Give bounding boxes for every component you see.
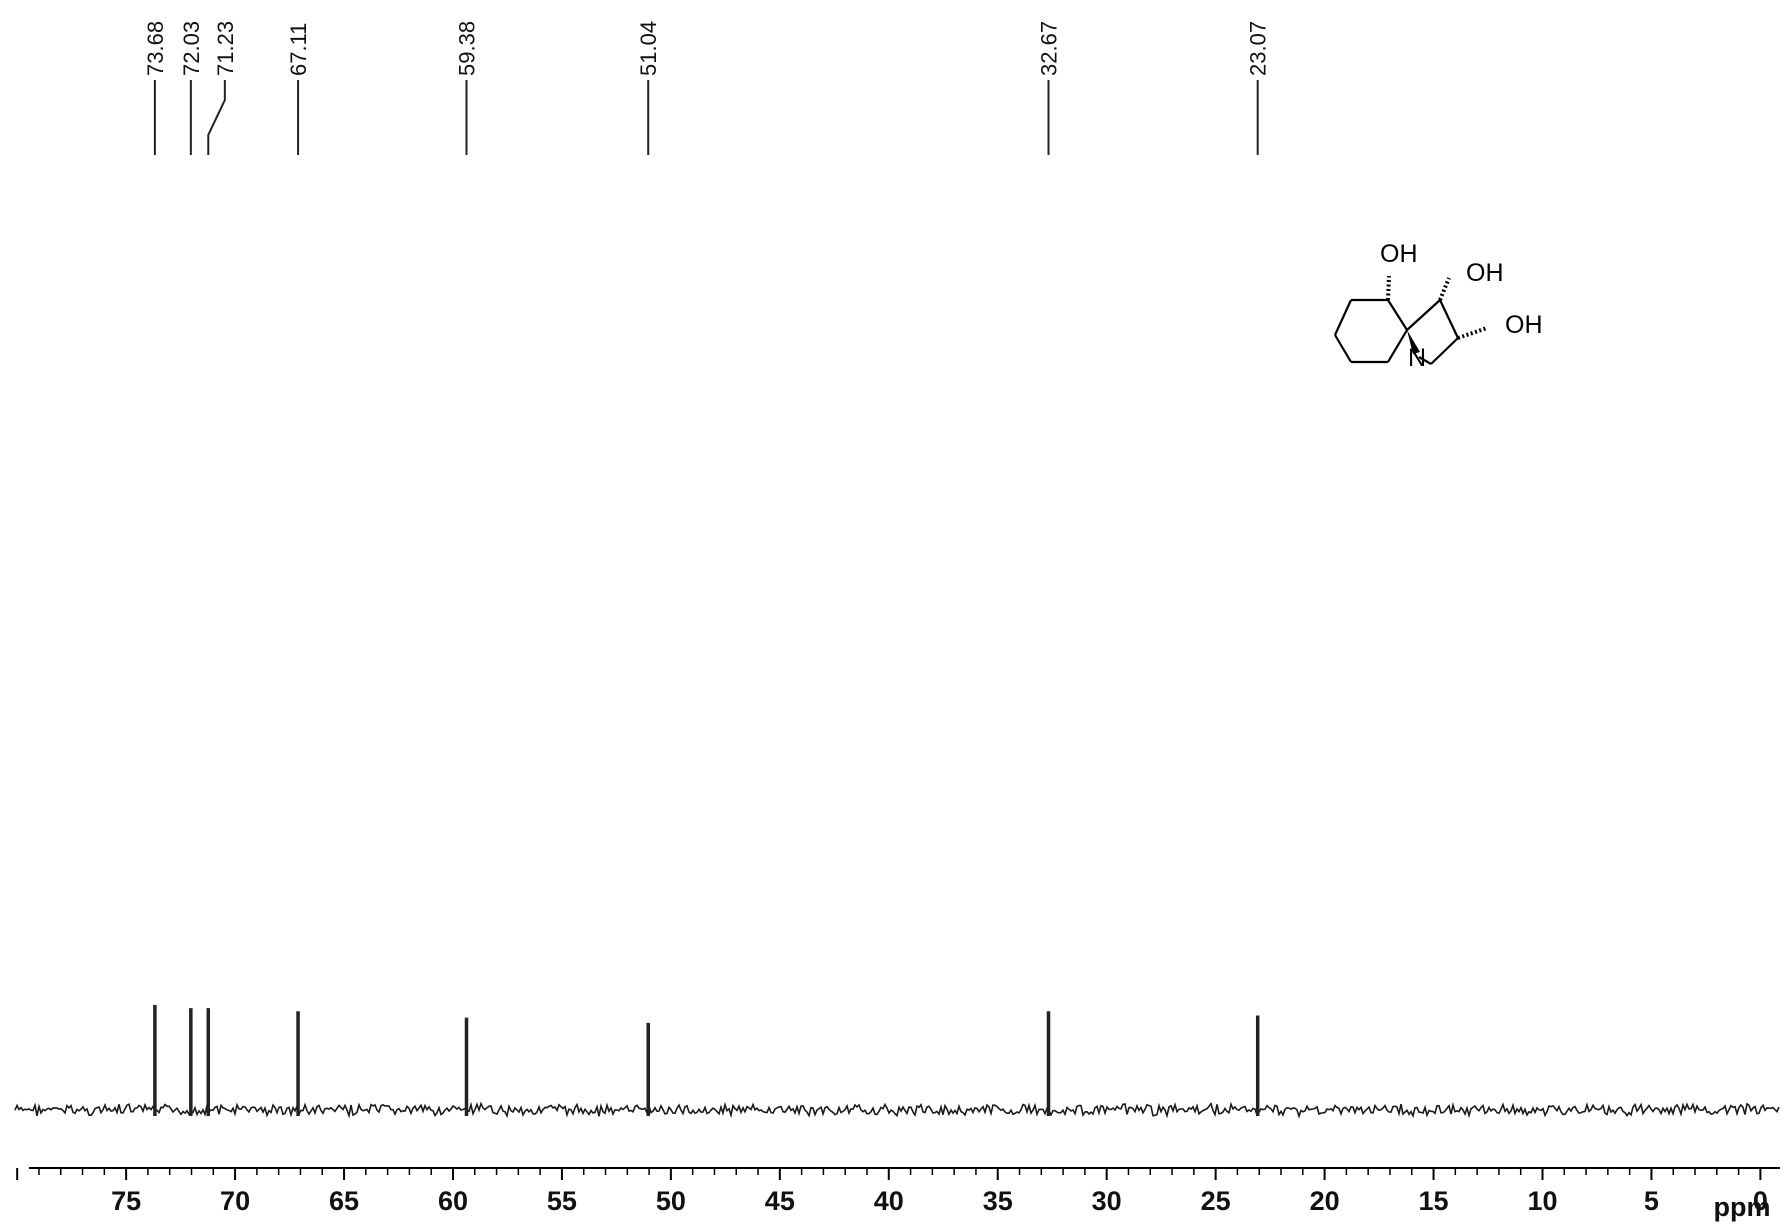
molecular-structure: OH OH OH N xyxy=(1333,240,1543,372)
peak-leader-line xyxy=(207,80,226,155)
x-tick-label: 75 xyxy=(111,1186,141,1216)
x-tick-label: 10 xyxy=(1527,1186,1557,1216)
x-tick-label: 40 xyxy=(874,1186,904,1216)
spectrum-plot xyxy=(14,1005,1780,1119)
oh-label: OH xyxy=(1380,240,1418,268)
peak-label: 73.68 xyxy=(143,21,168,76)
x-tick-label: 20 xyxy=(1310,1186,1340,1216)
peak-label: 72.03 xyxy=(179,21,204,76)
x-tick-label: 50 xyxy=(656,1186,686,1216)
x-tick-label: 45 xyxy=(765,1186,795,1216)
spectrum-baseline xyxy=(14,1101,1780,1119)
peak-label: 71.23 xyxy=(213,21,238,76)
oh-label: OH xyxy=(1466,259,1504,287)
x-axis-label: ppm xyxy=(1714,1192,1771,1222)
x-tick-label: 30 xyxy=(1092,1186,1122,1216)
nitrogen-label: N xyxy=(1408,344,1426,372)
x-tick-label: 70 xyxy=(220,1186,250,1216)
x-tick-label: 55 xyxy=(547,1186,577,1216)
x-tick-label: 65 xyxy=(329,1186,359,1216)
x-tick-label: 60 xyxy=(438,1186,468,1216)
peak-label: 67.11 xyxy=(286,23,311,76)
peak-labels: 73.68 72.03 71.23 67.11 59.38 51.04 32.67 23.07 xyxy=(143,21,1271,76)
peak-label: 23.07 xyxy=(1246,21,1271,76)
x-tick-label: 0 xyxy=(1753,1186,1768,1216)
x-tick-label: 5 xyxy=(1644,1186,1659,1216)
oh-label: OH xyxy=(1505,311,1543,339)
x-tick-label: 25 xyxy=(1201,1186,1231,1216)
x-tick-label: 35 xyxy=(983,1186,1013,1216)
peak-label: 59.38 xyxy=(454,21,479,76)
x-tick-label: 15 xyxy=(1419,1186,1449,1216)
peak-leader-lines xyxy=(153,80,1259,155)
peak-label: 51.04 xyxy=(636,21,661,76)
peak-label: 32.67 xyxy=(1037,21,1062,76)
